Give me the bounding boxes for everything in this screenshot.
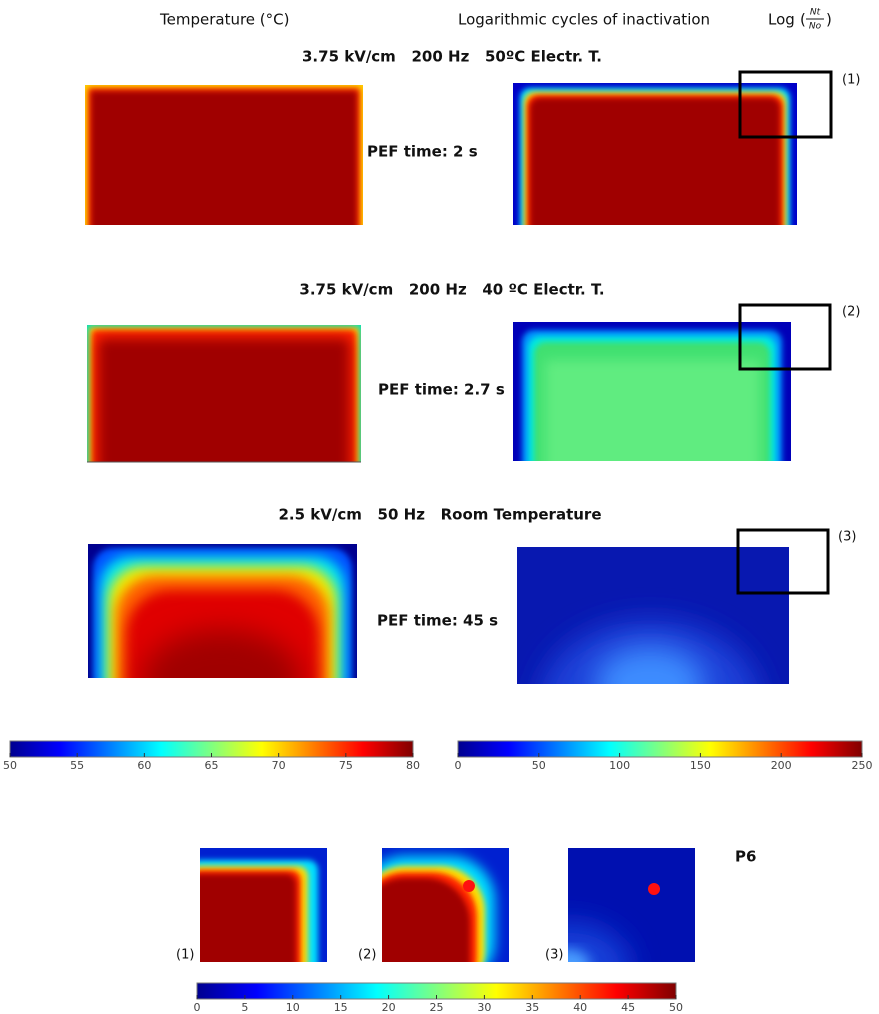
panel-label: (2) xyxy=(358,948,376,963)
row-title: 3.75 kV/cm 200 Hz 50ºC Electr. T. xyxy=(302,48,602,66)
colorbar-tick-label: 100 xyxy=(609,759,630,772)
panel-label: (1) xyxy=(176,948,194,963)
colorbar-tick-label: 55 xyxy=(70,759,84,772)
colorbar-tick-label: 5 xyxy=(241,1001,248,1014)
colorbar-tick-label: 50 xyxy=(669,1001,683,1014)
zoom-title: P6 xyxy=(735,848,756,866)
probe-point xyxy=(463,880,475,892)
panel-label: (3) xyxy=(545,948,563,963)
paren-open: ( xyxy=(800,11,806,29)
inactivation-colorbar xyxy=(457,740,863,758)
inactivation-map xyxy=(517,547,789,684)
zoom-box xyxy=(738,70,833,139)
colorbar-tick-label: 150 xyxy=(690,759,711,772)
zoom-label: (3) xyxy=(838,530,856,545)
fraction-numerator: Nt xyxy=(810,8,821,18)
inactivation-map xyxy=(513,322,791,461)
row-title: 2.5 kV/cm 50 Hz Room Temperature xyxy=(279,506,602,524)
colorbar-tick-label: 70 xyxy=(272,759,286,772)
colorbar-tick-label: 10 xyxy=(286,1001,300,1014)
zoom-map xyxy=(200,848,327,962)
log-label: Log xyxy=(768,11,795,29)
temperature-map xyxy=(85,85,363,225)
pef-time: PEF time: 2.7 s xyxy=(378,381,505,399)
colorbar-tick-label: 250 xyxy=(852,759,873,772)
colorbar-tick-label: 200 xyxy=(771,759,792,772)
zoom-label: (1) xyxy=(842,73,860,88)
pef-time: PEF time: 2 s xyxy=(367,143,478,161)
paren-close: ) xyxy=(826,11,832,29)
zoom-label: (2) xyxy=(842,305,860,320)
temperature-map xyxy=(88,544,357,678)
fraction-denominator: No xyxy=(809,22,822,32)
colorbar-tick-label: 80 xyxy=(406,759,420,772)
colorbar-tick-label: 0 xyxy=(194,1001,201,1014)
colorbar-tick-label: 75 xyxy=(339,759,353,772)
colorbar-tick-label: 15 xyxy=(334,1001,348,1014)
inactivation-map xyxy=(513,83,797,225)
colorbar-tick-label: 45 xyxy=(621,1001,635,1014)
colorbar-tick-label: 35 xyxy=(525,1001,539,1014)
pef-time: PEF time: 45 s xyxy=(377,612,498,630)
colorbar-tick-label: 50 xyxy=(3,759,17,772)
temperature-map xyxy=(87,325,361,462)
probe-point xyxy=(648,883,660,895)
colorbar-tick-label: 65 xyxy=(205,759,219,772)
colorbar-tick-label: 60 xyxy=(137,759,151,772)
zoom-map xyxy=(568,848,695,962)
colorbar-tick-label: 0 xyxy=(455,759,462,772)
row-title: 3.75 kV/cm 200 Hz 40 ºC Electr. T. xyxy=(299,281,604,299)
zoom-box xyxy=(738,303,832,371)
colorbar-tick-label: 50 xyxy=(532,759,546,772)
inactivation-title: Logarithmic cycles of inactivation xyxy=(458,11,710,29)
zoom-box xyxy=(736,528,830,595)
colorbar-tick-label: 25 xyxy=(430,1001,444,1014)
colorbar-tick-label: 30 xyxy=(477,1001,491,1014)
colorbar-tick-label: 40 xyxy=(573,1001,587,1014)
temperature-title: Temperature (°C) xyxy=(159,11,289,29)
colorbar-tick-label: 20 xyxy=(382,1001,396,1014)
